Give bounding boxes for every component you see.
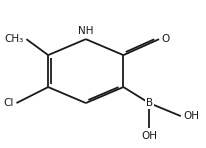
Text: B: B bbox=[146, 98, 153, 108]
Text: CH₃: CH₃ bbox=[5, 34, 24, 44]
Text: O: O bbox=[162, 34, 170, 44]
Text: OH: OH bbox=[141, 131, 157, 141]
Text: Cl: Cl bbox=[4, 98, 14, 108]
Text: OH: OH bbox=[183, 111, 199, 121]
Text: NH: NH bbox=[78, 25, 94, 36]
